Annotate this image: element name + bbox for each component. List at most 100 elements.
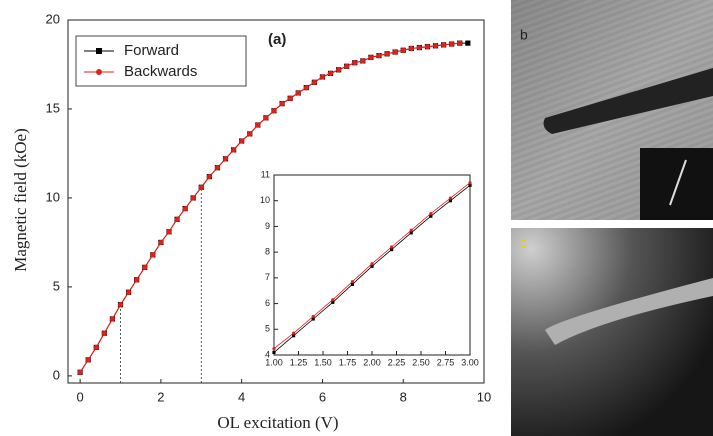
marker [239, 138, 245, 144]
marker [416, 44, 422, 51]
y-tick-label: 15 [46, 100, 60, 115]
marker [432, 43, 439, 49]
y-tick-label: 20 [46, 11, 60, 26]
marker [408, 45, 414, 52]
x-tick-label: 2.75 [437, 357, 455, 367]
marker [409, 231, 413, 235]
y-tick-label: 8 [265, 247, 270, 257]
marker [350, 282, 354, 286]
annotation: (a) [268, 31, 286, 48]
marker [279, 101, 285, 107]
marker [350, 280, 354, 284]
marker [468, 181, 472, 185]
marker [272, 346, 276, 351]
panel-b: b [511, 0, 713, 220]
y-tick-label: 4 [265, 349, 270, 359]
marker [150, 252, 156, 258]
marker [384, 51, 390, 57]
x-tick-label: 1.00 [265, 357, 283, 367]
marker [441, 42, 447, 48]
x-tick-label: 4 [238, 389, 245, 404]
x-axis-title: OL excitation (V) [217, 413, 338, 432]
y-tick-label: 9 [265, 221, 270, 231]
marker [392, 49, 398, 55]
x-tick-label: 2.00 [363, 357, 381, 367]
legend-label: Forward [124, 42, 179, 59]
marker [272, 350, 276, 355]
marker [134, 277, 140, 283]
marker [93, 344, 99, 351]
marker [360, 58, 366, 64]
marker [449, 41, 455, 47]
y-tick-label: 11 [261, 169, 270, 179]
legend-marker [96, 48, 102, 54]
x-tick-label: 8 [400, 389, 407, 404]
marker [158, 239, 164, 246]
marker [182, 206, 188, 212]
x-tick-label: 1.50 [314, 357, 332, 367]
marker [429, 211, 433, 216]
x-tick-label: 0 [76, 389, 83, 404]
marker [190, 195, 196, 201]
marker [424, 44, 431, 50]
y-axis-title: Magnetic field (kOe) [11, 128, 30, 272]
marker [368, 54, 374, 60]
marker [457, 40, 463, 46]
marker [331, 298, 335, 302]
x-tick-label: 1.25 [290, 357, 308, 367]
y-tick-label: 5 [265, 324, 270, 334]
marker [303, 85, 309, 91]
marker [125, 289, 132, 295]
y-tick-label: 7 [265, 272, 270, 282]
marker [117, 302, 124, 308]
marker [468, 183, 472, 187]
legend-label: Backwards [124, 63, 197, 80]
y-tick-label: 10 [260, 195, 270, 205]
y-tick-label: 0 [53, 367, 60, 382]
marker [109, 316, 116, 322]
marker [77, 369, 83, 375]
marker [142, 264, 148, 270]
x-tick-label: 6 [319, 389, 326, 404]
marker [390, 247, 394, 252]
x-tick-label: 10 [477, 389, 491, 404]
marker [206, 173, 212, 180]
marker [352, 60, 358, 66]
y-tick-label: 6 [265, 298, 270, 308]
x-tick-label: 2.50 [412, 357, 430, 367]
marker [255, 122, 261, 128]
marker [448, 199, 452, 203]
x-tick-label: 3.00 [461, 357, 479, 367]
x-tick-label: 2.25 [388, 357, 406, 367]
marker [263, 115, 269, 121]
marker [370, 262, 374, 266]
legend-marker [96, 69, 102, 75]
marker [230, 147, 237, 153]
panel-label: c [520, 235, 527, 251]
marker [370, 264, 374, 268]
marker [247, 131, 253, 137]
legend-box [75, 35, 247, 87]
marker [344, 63, 350, 69]
marker [85, 357, 91, 363]
y-tick-label: 10 [46, 189, 60, 204]
marker [319, 74, 326, 80]
panel-c: c [511, 228, 713, 436]
marker [174, 216, 180, 222]
panel-label: b [520, 27, 528, 43]
marker [311, 317, 315, 321]
marker [222, 156, 229, 162]
marker [101, 330, 107, 336]
y-tick-label: 5 [53, 278, 60, 293]
marker [448, 196, 452, 200]
marker [271, 108, 277, 114]
marker [429, 214, 433, 218]
marker [376, 52, 382, 59]
marker [287, 95, 293, 101]
marker [214, 165, 221, 171]
marker [311, 314, 315, 319]
marker [331, 300, 335, 304]
x-tick-label: 2 [157, 389, 164, 404]
marker [311, 79, 317, 85]
